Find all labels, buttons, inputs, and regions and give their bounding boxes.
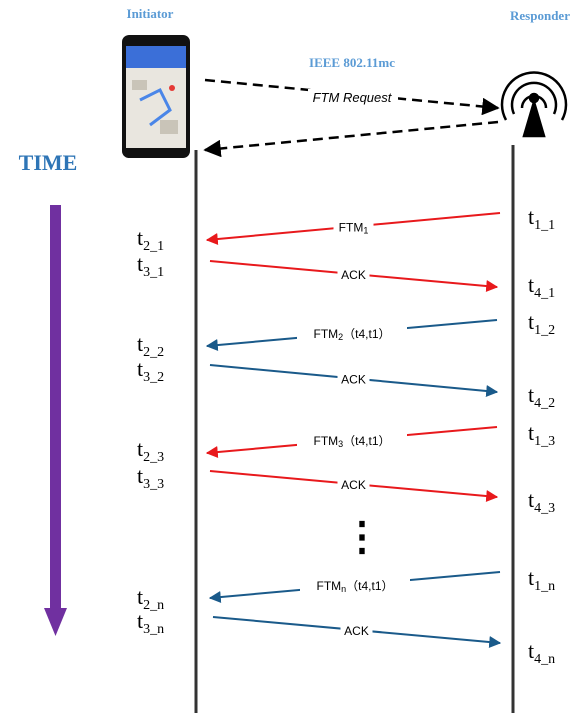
ack-label: ACK <box>341 478 366 492</box>
timestamp-sub: 2_3 <box>143 450 164 465</box>
initiator-label: Initiator <box>127 6 174 21</box>
timestamp-sub: 4_1 <box>534 286 555 301</box>
timestamp: t4_3 <box>528 487 555 516</box>
ftm-suffix: （t4,t1） <box>343 327 390 341</box>
timestamp-sub: 2_n <box>143 598 164 613</box>
timestamp: t1_3 <box>528 420 555 449</box>
timestamp-sub: 4_n <box>534 652 555 667</box>
timestamp-sub: 3_3 <box>143 477 164 492</box>
timestamp: t3_3 <box>137 463 164 492</box>
timestamp-sub: 3_1 <box>143 265 164 280</box>
timestamp: t1_1 <box>528 204 555 233</box>
timestamp-sub: 2_1 <box>143 239 164 254</box>
timestamp-sub: 2_2 <box>143 345 164 360</box>
ellipsis: ⋮ <box>342 514 382 559</box>
timestamp-sub: 4_2 <box>534 396 555 411</box>
time-arrow <box>50 205 61 610</box>
ftm-main: FTM <box>339 221 364 235</box>
timestamp: t1_2 <box>528 309 555 338</box>
timestamp: t2_1 <box>137 225 164 254</box>
ftm-label: FTM3（t4,t1） <box>313 434 390 449</box>
timestamp-sub: 1_n <box>534 579 555 594</box>
time-label: TIME <box>19 150 78 175</box>
ftm-label: FTM2（t4,t1） <box>313 327 390 342</box>
ftm-main: FTM <box>313 327 338 341</box>
time-arrow-head <box>44 608 67 636</box>
timestamp-sub: 1_3 <box>534 434 555 449</box>
protocol-label: IEEE 802.11mc <box>309 55 395 70</box>
timestamp-sub: 3_n <box>143 622 164 637</box>
responder-label: Responder <box>510 8 570 23</box>
response-arrow <box>205 122 498 150</box>
antenna-icon <box>502 73 566 136</box>
ftm-suffix: （t4,t1） <box>343 434 390 448</box>
timestamp: t3_2 <box>137 356 164 385</box>
ftm-main: FTM <box>313 434 338 448</box>
ftm-sub: 1 <box>363 226 368 236</box>
timestamp-sub: 3_2 <box>143 370 164 385</box>
request-label: FTM Request <box>313 90 393 105</box>
timestamp: t4_2 <box>528 382 555 411</box>
ftm-label: FTMn（t4,t1） <box>316 579 393 594</box>
timestamp-sub: 4_3 <box>534 501 555 516</box>
diagram: Initiator Responder IEEE 802.11mc TIME F… <box>0 0 587 713</box>
timestamp: t2_3 <box>137 436 164 465</box>
timestamp-sub: 1_1 <box>534 218 555 233</box>
timestamp: t3_1 <box>137 251 164 280</box>
ack-label: ACK <box>341 268 366 282</box>
timestamp-sub: 1_2 <box>534 323 555 338</box>
ack-label: ACK <box>344 624 369 638</box>
timestamp: t4_1 <box>528 272 555 301</box>
ftm-suffix: （t4,t1） <box>346 579 393 593</box>
ack-label: ACK <box>341 373 366 387</box>
timestamp: t4_n <box>528 638 555 667</box>
ftm-main: FTM <box>316 579 341 593</box>
timestamp: t1_n <box>528 565 555 594</box>
phone-icon <box>122 35 190 158</box>
